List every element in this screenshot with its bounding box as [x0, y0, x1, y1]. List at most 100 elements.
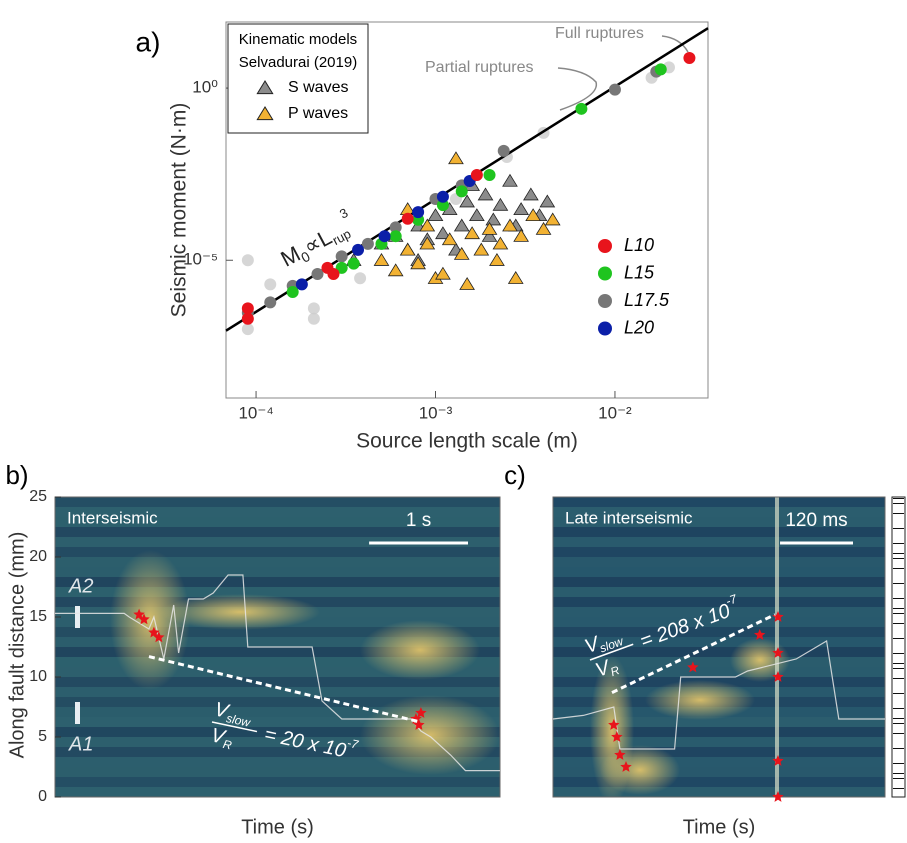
heatmap-band	[55, 557, 500, 567]
ratio-numerator: Vslow	[212, 699, 255, 730]
point	[241, 323, 254, 336]
heatmap-band	[553, 777, 885, 787]
trace	[552, 640, 885, 750]
barcode-stripe	[893, 663, 904, 664]
barcode-stripe	[893, 613, 904, 614]
heatmap-band	[55, 647, 500, 657]
barcode-stripe	[893, 653, 904, 654]
y-tick-label: 20	[29, 548, 47, 565]
triangle-point	[464, 226, 480, 240]
event-star	[620, 761, 632, 772]
barcode-stripe	[893, 788, 904, 789]
heatmap-band	[55, 707, 500, 717]
point	[241, 254, 254, 267]
triangle-point	[544, 212, 561, 226]
barcode-stripe	[893, 583, 904, 584]
heatmap-band	[55, 697, 500, 707]
x-axis-label: Source length scale (m)	[356, 430, 578, 453]
scale-bar-label: 120 ms	[785, 510, 847, 531]
point	[347, 257, 360, 270]
barcode-stripe	[893, 748, 904, 749]
event-star	[687, 661, 699, 673]
heatmap-glow	[600, 745, 680, 795]
legend-label: L20	[624, 317, 654, 337]
arrow	[661, 35, 689, 53]
point	[311, 267, 324, 280]
fit-line	[611, 613, 776, 694]
plot-frame	[54, 496, 501, 798]
heatmap-band	[55, 767, 500, 777]
site-label: A1	[68, 733, 93, 755]
y-tick-label: 10⁻⁵	[183, 250, 218, 269]
triangle-point	[373, 252, 390, 266]
point	[389, 221, 402, 234]
triangle-point	[477, 187, 494, 201]
triangle-point	[419, 218, 436, 232]
legend-swatch	[598, 294, 612, 308]
point	[378, 230, 391, 243]
annotation: Full ruptures	[555, 25, 644, 42]
event-star	[153, 631, 165, 643]
triangle-point	[387, 263, 404, 277]
event-star	[413, 719, 425, 730]
scale-bar-label: 1 s	[406, 510, 431, 531]
heatmap-band	[553, 747, 885, 757]
point	[241, 302, 254, 315]
barcode-stripe	[893, 773, 904, 774]
site-marker	[75, 702, 80, 724]
triangle-point	[448, 151, 464, 165]
inset-label: Interseismic	[67, 508, 158, 527]
site-marker	[75, 606, 80, 628]
heatmap-band	[553, 737, 885, 747]
panel-label: c)	[504, 460, 526, 490]
heatmap-band	[553, 507, 885, 517]
heatmap	[553, 497, 885, 797]
legend-box	[227, 23, 369, 134]
y-tick-label: 15	[29, 608, 47, 625]
heatmap-band	[553, 547, 885, 557]
heatmap-band	[553, 637, 885, 647]
legend-swatch	[256, 80, 274, 95]
event-star	[772, 791, 784, 802]
barcode-stripe	[893, 678, 904, 679]
barcode-stripe	[893, 718, 904, 719]
point	[575, 102, 588, 115]
heatmap-band	[553, 497, 885, 507]
heatmap-band	[55, 527, 500, 537]
barcode-stripe	[893, 763, 904, 764]
heatmap-band	[553, 627, 885, 637]
x-tick-label: 10⁻³	[419, 403, 453, 422]
heatmap-band	[55, 537, 500, 547]
ratio-part: -7	[346, 736, 361, 752]
ratio-denominator: VR	[209, 725, 236, 753]
heatmap-band	[55, 637, 500, 647]
fit-line	[148, 655, 419, 723]
event-star	[772, 611, 784, 622]
event-star	[614, 749, 626, 760]
heatmap-band	[553, 787, 885, 797]
heatmap-band	[55, 747, 500, 757]
barcode-stripe	[893, 543, 904, 544]
legend-swatch	[598, 239, 612, 253]
y-tick-label: 25	[29, 488, 47, 505]
triangle-point	[453, 246, 470, 260]
triangle-point	[513, 202, 529, 215]
x-axis-label: Time (s)	[683, 816, 756, 838]
triangle-point	[453, 218, 470, 232]
x-axis-label: Time (s)	[241, 816, 314, 838]
triangle-point	[427, 208, 444, 222]
point	[241, 312, 254, 325]
heatmap-band	[553, 657, 885, 667]
barcode-stripe	[893, 553, 904, 554]
fit-label: M0∝Lrup3	[273, 205, 360, 274]
triangle-point	[539, 194, 556, 208]
y-tick-label: 10	[29, 668, 47, 685]
legend-swatch	[598, 321, 612, 336]
triangle-point	[399, 242, 416, 256]
event-star	[133, 608, 145, 620]
triangle-point	[525, 208, 542, 222]
triangle-point	[502, 173, 518, 187]
heatmap-band	[55, 677, 500, 687]
heatmap-glow	[160, 594, 320, 630]
